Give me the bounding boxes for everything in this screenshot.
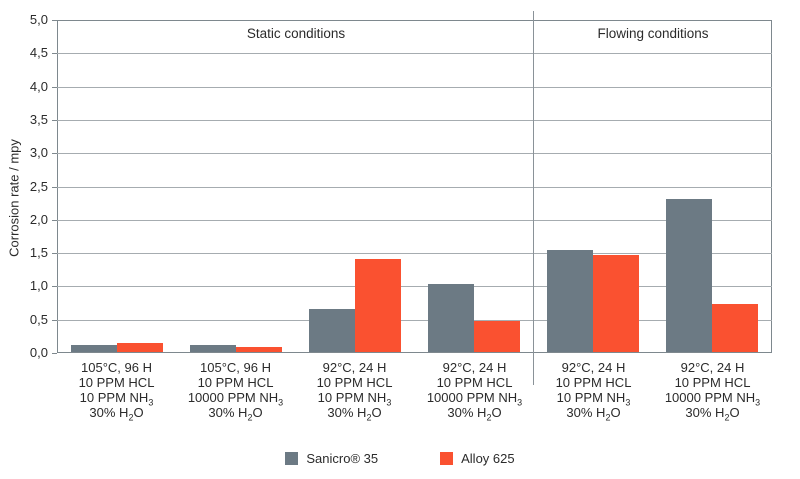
y-tick-mark: [52, 53, 57, 54]
y-tick-label: 2,0: [29, 212, 48, 227]
bar-alloy-625: [474, 321, 520, 352]
section-header-flowing: Flowing conditions: [597, 26, 709, 41]
x-category-label: 105°C, 96 H 10 PPM HCL 10 PPM NH3 30% H2O: [78, 360, 155, 423]
y-tick-label: 0,5: [29, 312, 48, 327]
y-tick-mark: [52, 253, 57, 254]
bar-sanicro-35: [547, 250, 593, 352]
gridline: [57, 153, 772, 154]
x-category-label: 92°C, 24 H 10 PPM HCL 10000 PPM NH3 30% H2O: [664, 360, 761, 423]
gridline: [57, 320, 772, 321]
bar-sanicro-35: [190, 345, 236, 352]
legend-entry-alloy-625: Alloy 625: [440, 451, 515, 466]
legend-swatch-alloy-625-icon: [440, 452, 454, 465]
y-tick-label: 4,5: [29, 45, 48, 60]
section-divider-line: [533, 11, 534, 385]
y-tick-label: 5,0: [29, 12, 48, 27]
y-tick-label: 1,0: [29, 278, 48, 293]
gridline: [57, 286, 772, 287]
y-tick-mark: [52, 20, 57, 21]
legend-label-sanicro-35: Sanicro® 35: [306, 451, 379, 466]
gridline: [57, 53, 772, 54]
gridline: [57, 120, 772, 121]
y-tick-mark: [52, 286, 57, 287]
x-category-label: 105°C, 96 H 10 PPM HCL 10000 PPM NH3 30% H2…: [187, 360, 284, 423]
gridline: [57, 187, 772, 188]
legend-entry-sanicro-35: Sanicro® 35: [285, 451, 378, 466]
y-tick-label: 3,5: [29, 112, 48, 127]
gridline: [57, 87, 772, 88]
y-tick-mark: [52, 87, 57, 88]
y-tick-mark: [52, 320, 57, 321]
y-tick-label: 2,5: [29, 179, 48, 194]
y-tick-mark: [52, 220, 57, 221]
bar-sanicro-35: [666, 199, 712, 352]
legend-label-alloy-625: Alloy 625: [461, 451, 515, 466]
x-category-label: 92°C, 24 H 10 PPM HCL 10 PPM NH3 30% H2O: [555, 360, 632, 423]
gridline: [57, 253, 772, 254]
y-tick-label: 3,0: [29, 145, 48, 160]
bar-sanicro-35: [309, 309, 355, 352]
legend-swatch-sanicro-35-icon: [285, 452, 299, 465]
y-tick-mark: [52, 153, 57, 154]
y-tick-mark: [52, 120, 57, 121]
bar-sanicro-35: [71, 345, 117, 352]
bar-alloy-625: [355, 259, 401, 352]
x-category-label: 92°C, 24 H 10 PPM HCL 10000 PPM NH3 30% H2O: [426, 360, 523, 423]
y-tick-label: 1,5: [29, 245, 48, 260]
bar-alloy-625: [712, 304, 758, 352]
bar-alloy-625: [236, 347, 282, 352]
bar-sanicro-35: [428, 284, 474, 352]
plot-area: [57, 20, 772, 353]
bar-alloy-625: [593, 255, 639, 352]
gridline: [57, 220, 772, 221]
y-tick-mark: [52, 353, 57, 354]
bar-alloy-625: [117, 343, 163, 352]
y-tick-label: 4,0: [29, 79, 48, 94]
y-tick-label: 0,0: [29, 345, 48, 360]
legend: Sanicro® 35 Alloy 625: [0, 451, 800, 466]
y-tick-mark: [52, 187, 57, 188]
section-header-static: Static conditions: [246, 26, 346, 41]
x-category-label: 92°C, 24 H 10 PPM HCL 10 PPM NH3 30% H2O: [316, 360, 393, 423]
